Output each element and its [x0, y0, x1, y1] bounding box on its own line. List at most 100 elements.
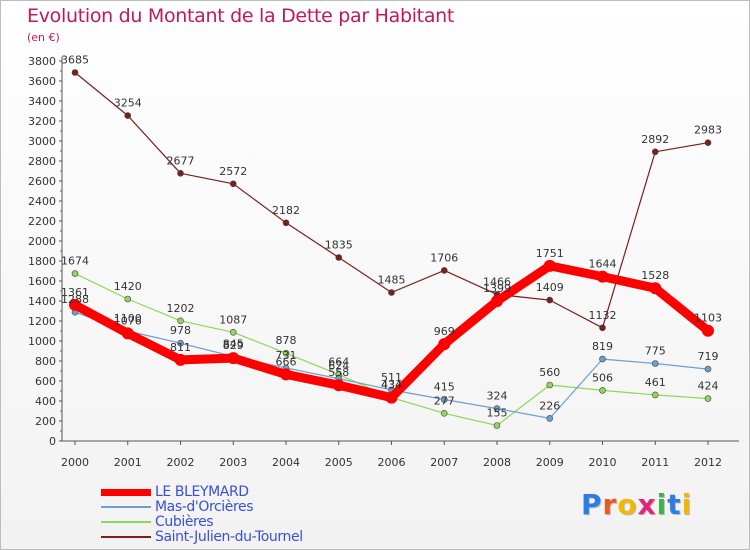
data-point	[704, 139, 712, 146]
legend-label: Mas-d'Orcières	[155, 499, 254, 515]
data-point	[174, 353, 187, 366]
x-tick-label: 2006	[378, 456, 406, 469]
data-label: 2182	[272, 204, 300, 217]
data-label: 226	[539, 399, 560, 412]
logo-letter: r	[602, 488, 618, 521]
data-label: 1466	[483, 275, 511, 288]
legend-swatch	[101, 521, 151, 523]
y-tick-label: 1000	[28, 335, 56, 348]
data-label: 560	[539, 366, 560, 379]
data-label: 415	[434, 381, 455, 394]
data-label: 1103	[694, 312, 722, 325]
data-label: 155	[487, 407, 508, 420]
data-label: 434	[381, 379, 402, 392]
data-label: 3254	[114, 97, 142, 110]
legend-label: Saint-Julien-du-Tournel	[155, 529, 303, 545]
data-point	[651, 148, 659, 156]
data-point	[282, 219, 290, 227]
data-point	[546, 381, 554, 389]
x-tick-label: 2012	[694, 456, 722, 469]
y-tick-label: 1800	[28, 255, 56, 268]
y-tick-label: 200	[35, 415, 56, 428]
x-tick-label: 2002	[167, 456, 195, 469]
data-point	[229, 328, 237, 336]
data-point	[702, 324, 714, 337]
y-tick-label: 3200	[28, 115, 56, 128]
y-tick-label: 3800	[28, 55, 56, 68]
data-label: 1288	[61, 293, 89, 306]
data-point	[71, 69, 79, 76]
data-point	[704, 365, 712, 373]
data-point	[596, 270, 609, 283]
data-label: 1361	[61, 286, 89, 299]
data-point	[651, 360, 659, 367]
data-label: 1751	[536, 247, 564, 260]
proxiti-logo: Proxiti	[581, 488, 692, 521]
data-point	[493, 405, 501, 412]
data-label: 1674	[61, 255, 89, 268]
y-tick-label: 400	[35, 395, 56, 408]
y-tick-label: 2200	[28, 215, 56, 228]
data-point	[282, 349, 290, 357]
data-label: 2892	[641, 133, 669, 146]
data-label: 1485	[378, 274, 406, 287]
data-point	[335, 254, 343, 261]
legend-swatch	[101, 536, 151, 538]
data-point	[599, 387, 606, 394]
data-label: 324	[487, 390, 508, 403]
x-tick-label: 2001	[114, 456, 142, 469]
x-tick-label: 2005	[325, 456, 353, 469]
data-label: 1087	[219, 313, 247, 326]
data-point	[440, 267, 448, 274]
data-label: 1100	[114, 312, 142, 325]
chart-title: Evolution du Montant de la Dette par Hab…	[27, 5, 455, 27]
logo-letter: t	[667, 488, 682, 521]
data-label: 775	[645, 345, 666, 358]
data-label: 624	[328, 360, 349, 373]
y-tick-label: 3600	[28, 75, 56, 88]
x-tick-label: 2007	[430, 456, 458, 469]
data-point	[121, 327, 134, 340]
data-label: 731	[276, 349, 297, 362]
data-label: 819	[592, 340, 613, 353]
data-point	[649, 282, 662, 295]
x-tick-label: 2011	[641, 456, 669, 469]
logo-letter: i	[681, 488, 693, 521]
logo-letter: P	[581, 488, 603, 521]
data-label: 1706	[430, 251, 458, 264]
data-label: 1076	[114, 314, 142, 327]
x-tick-label: 2003	[219, 456, 247, 469]
data-point	[177, 317, 184, 325]
data-label: 664	[328, 356, 349, 369]
data-point	[440, 396, 448, 403]
data-label: 969	[434, 325, 455, 338]
x-tick-label: 2004	[272, 456, 300, 469]
data-point	[385, 391, 398, 404]
data-point	[546, 415, 554, 422]
data-point	[69, 298, 81, 311]
logo-letter: x	[637, 488, 657, 521]
data-label: 1399	[483, 282, 511, 295]
data-point	[71, 270, 79, 277]
legend-swatch	[101, 489, 151, 496]
data-point	[599, 355, 606, 363]
data-point	[280, 368, 292, 381]
data-point	[543, 259, 556, 272]
y-tick-label: 3000	[28, 135, 56, 148]
legend-label: LE BLEYMARD	[155, 484, 249, 500]
data-point	[704, 395, 712, 402]
data-point	[493, 422, 501, 429]
y-tick-label: 1200	[28, 315, 56, 328]
data-label: 1420	[114, 280, 142, 293]
y-tick-label: 2600	[28, 175, 56, 188]
data-label: 845	[223, 338, 244, 351]
x-tick-label: 2010	[589, 456, 617, 469]
data-label: 666	[276, 355, 297, 368]
x-tick-label: 2000	[61, 456, 89, 469]
data-point	[229, 180, 237, 188]
data-label: 829	[223, 339, 244, 352]
legend-swatch	[101, 506, 151, 508]
data-label: 2983	[694, 124, 722, 137]
data-point	[332, 379, 345, 392]
